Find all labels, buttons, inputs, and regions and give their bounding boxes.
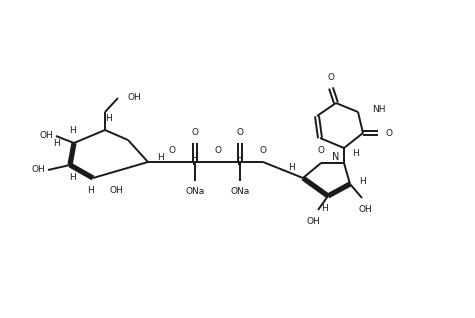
Text: O: O bbox=[327, 73, 334, 82]
Text: OH: OH bbox=[109, 186, 123, 195]
Text: O: O bbox=[191, 128, 199, 137]
Text: H: H bbox=[87, 186, 95, 195]
Text: OH: OH bbox=[128, 93, 142, 101]
Text: OH: OH bbox=[358, 205, 372, 214]
Text: H: H bbox=[321, 204, 327, 213]
Text: H: H bbox=[68, 173, 76, 182]
Text: O: O bbox=[169, 146, 175, 155]
Text: O: O bbox=[317, 146, 324, 155]
Text: OH: OH bbox=[39, 132, 53, 141]
Text: H: H bbox=[104, 114, 111, 123]
Text: H: H bbox=[157, 154, 164, 162]
Text: OH: OH bbox=[306, 217, 320, 226]
Text: H: H bbox=[359, 177, 366, 186]
Text: NH: NH bbox=[372, 106, 386, 114]
Text: H: H bbox=[53, 139, 60, 148]
Text: ONa: ONa bbox=[185, 187, 205, 196]
Text: O: O bbox=[386, 128, 393, 137]
Text: O: O bbox=[215, 146, 221, 155]
Text: ONa: ONa bbox=[230, 187, 250, 196]
Text: P: P bbox=[192, 157, 198, 167]
Text: OH: OH bbox=[31, 165, 45, 175]
Text: P: P bbox=[237, 157, 243, 167]
Text: O: O bbox=[259, 146, 266, 155]
Text: H: H bbox=[288, 163, 295, 172]
Text: N: N bbox=[332, 152, 339, 162]
Text: H: H bbox=[352, 149, 359, 158]
Text: O: O bbox=[237, 128, 244, 137]
Text: H: H bbox=[68, 126, 76, 135]
